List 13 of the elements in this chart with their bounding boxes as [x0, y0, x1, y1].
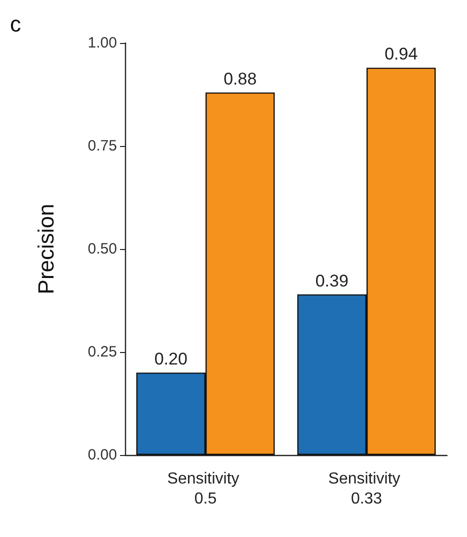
- y-tick-label: 1.00: [88, 34, 117, 52]
- x-tick-label: Sensitivity 0.33: [328, 470, 405, 508]
- y-tick-label: 0.00: [88, 446, 117, 464]
- data-label: 0.94: [384, 44, 418, 64]
- y-tick-label: 0.75: [88, 138, 117, 154]
- data-label: 0.39: [315, 271, 348, 290]
- y-tick-label: 0.50: [88, 240, 117, 258]
- y-axis-title: Precision: [34, 204, 58, 294]
- y-tick-label: 0.25: [88, 344, 117, 360]
- data-label: 0.20: [154, 350, 188, 369]
- x-tick-label: Sensitivity 0.5: [167, 470, 244, 508]
- data-label: 0.88: [224, 69, 257, 88]
- chart-title: c: [10, 12, 21, 36]
